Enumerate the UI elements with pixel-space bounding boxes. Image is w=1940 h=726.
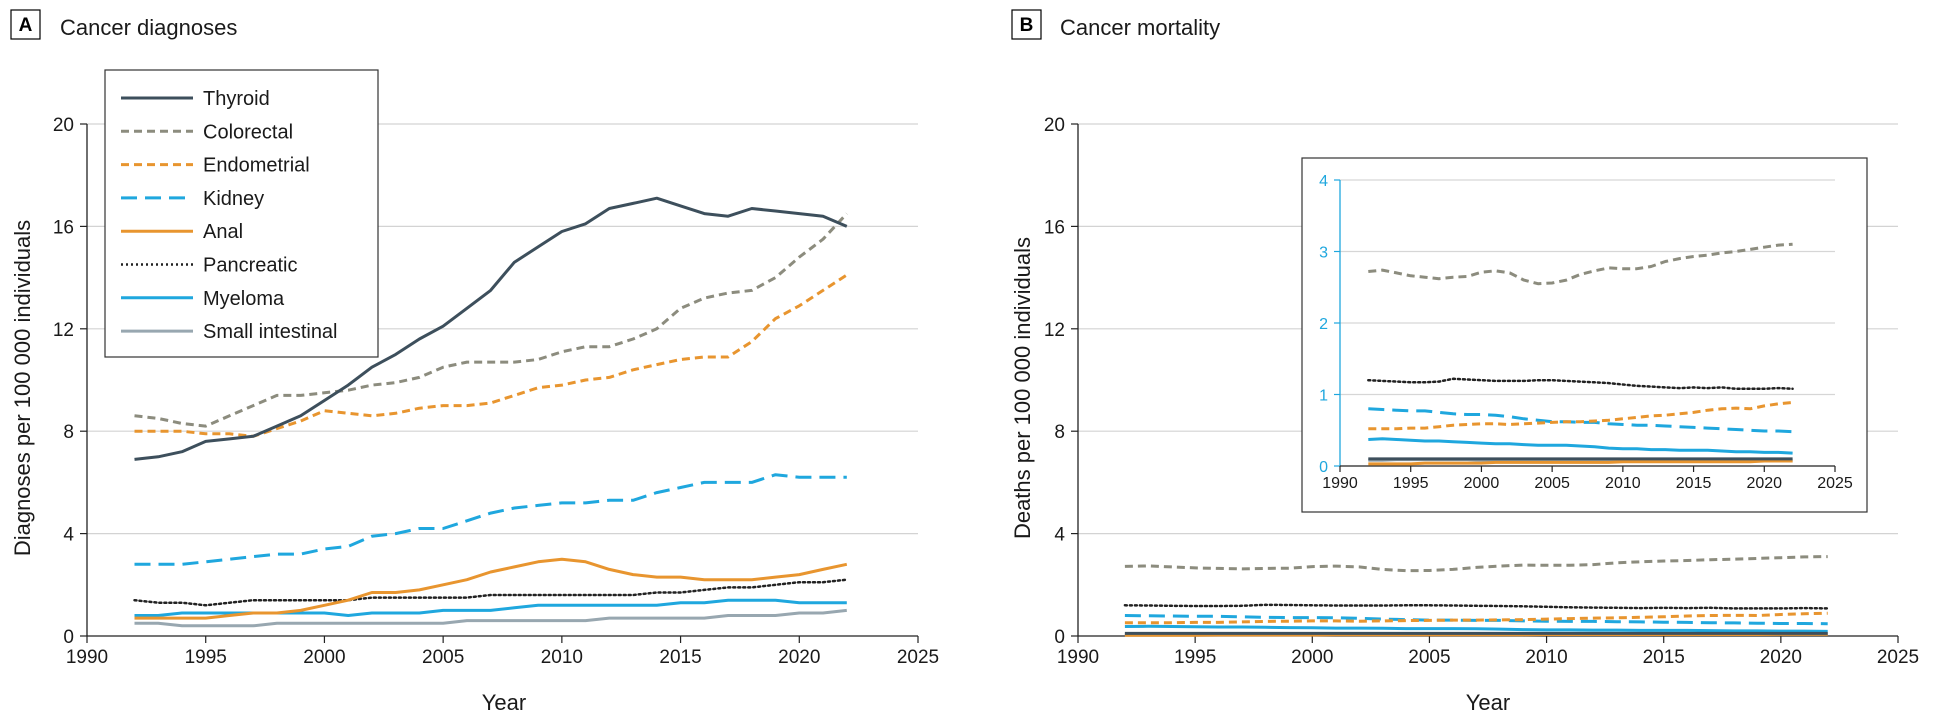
panel-b-y-axis-title: Deaths per 100 000 individuals <box>1010 237 1035 539</box>
panel-a-x-tick-label: 1990 <box>66 647 108 668</box>
legend-label-thyroid: Thyroid <box>203 88 270 110</box>
panel-b-x-axis-title: Year <box>1466 690 1510 715</box>
panel-a-y-tick-label: 8 <box>63 422 74 443</box>
panel-a-x-tick-label: 2020 <box>778 647 820 668</box>
panel-b-x-tick-label: 2015 <box>1643 647 1685 668</box>
panel-a-series-anal <box>134 557 848 620</box>
legend-label-anal: Anal <box>203 221 243 243</box>
inset-y-tick-label: 1 <box>1319 388 1328 405</box>
panel-a-y-tick-label: 0 <box>63 627 74 648</box>
panel-b-y-tick-label: 12 <box>1044 320 1065 341</box>
panel-b-series-pancreatic <box>1123 603 1829 610</box>
panel-a-letter: A <box>19 15 33 36</box>
panel-a-y-tick-label: 12 <box>53 320 74 341</box>
panel-a-series-kidney <box>134 473 847 566</box>
panel-b-x-tick-label: 1995 <box>1174 647 1216 668</box>
inset-series <box>1367 242 1794 466</box>
panel-a-y-tick-label: 20 <box>53 115 74 136</box>
panel-a-series-pancreatic <box>133 578 849 607</box>
panel-b-y-tick-label: 0 <box>1054 627 1065 648</box>
legend-label-pancreatic: Pancreatic <box>203 255 298 277</box>
panel-b-inset: 0 1 2 3 4 1990 1995 2000 2005 2010 2015 2020 2025 <box>1301 157 1868 513</box>
panel-b-series-colorectal <box>1124 555 1828 573</box>
panel-a-x-axis-title: Year <box>482 690 526 715</box>
panel-a-series-thyroid <box>134 196 848 461</box>
legend-label-colorectal: Colorectal <box>203 121 293 143</box>
inset-x-tick-label: 2020 <box>1746 475 1782 492</box>
panel-b-series-myeloma <box>1124 624 1828 633</box>
panel-a-x-tick-label: 2025 <box>897 647 939 668</box>
inset-series-colorectal <box>1368 242 1793 286</box>
legend-box <box>104 69 379 358</box>
panel-b-x-tick-label: 2010 <box>1525 647 1567 668</box>
inset-series-anal <box>1368 459 1793 466</box>
panel-a-x-tick-label: 2005 <box>422 647 464 668</box>
inset-x-tick-label: 2010 <box>1605 475 1641 492</box>
inset-x-tick-label: 2015 <box>1676 475 1712 492</box>
panel-b-letter-box <box>1011 9 1042 40</box>
panel-b-y-tick-label: 4 <box>1054 525 1065 546</box>
inset-x-tick-label: 2000 <box>1464 475 1500 492</box>
panel-a-y-axis-title: Diagnoses per 100 000 individuals <box>10 220 35 556</box>
panel-b-y-tick-label: 20 <box>1044 115 1065 136</box>
panel-b-x-tick-label: 2000 <box>1291 647 1333 668</box>
panel-a-title: Cancer diagnoses <box>60 15 237 40</box>
panel-a-y-tick-label: 4 <box>63 525 74 546</box>
panel-b-header: B Cancer mortality <box>1011 9 1220 40</box>
inset-axes: 0 1 2 3 4 1990 1995 2000 2005 2010 2015 2020 2025 <box>1319 173 1853 492</box>
inset-x-tick-label: 2025 <box>1817 475 1853 492</box>
panel-a-axes: 0 4 8 12 16 20 1990 1995 2000 2005 2010 2015 2020 202… <box>53 115 939 668</box>
legend-label-small-intestinal: Small intestinal <box>203 321 338 343</box>
inset-y-tick-label: 2 <box>1319 316 1328 333</box>
panel-b-letter: B <box>1020 15 1034 36</box>
panel-a-legend: Thyroid Colorectal Endometrial Kidney Anal Pa… <box>104 69 379 358</box>
inset-gridlines <box>1340 179 1835 396</box>
panel-b-series <box>1123 555 1829 637</box>
inset-x-tick-label: 1995 <box>1393 475 1429 492</box>
panel-b-series-endometrial <box>1124 611 1828 625</box>
panel-a-x-tick-label: 2015 <box>659 647 701 668</box>
panel-b-x-tick-label: 1990 <box>1057 647 1099 668</box>
panel-b-title: Cancer mortality <box>1060 15 1220 40</box>
panel-b-y-tick-label: 8 <box>1054 422 1065 443</box>
legend-label-kidney: Kidney <box>203 188 264 210</box>
panel-b-x-tick-label: 2020 <box>1760 647 1802 668</box>
panel-a-series-small-intestinal <box>134 608 847 628</box>
legend-label-endometrial: Endometrial <box>203 155 310 177</box>
panel-a-header: A Cancer diagnoses <box>10 9 237 40</box>
panel-a-y-tick-label: 16 <box>53 217 74 238</box>
legend-label-myeloma: Myeloma <box>203 288 285 310</box>
panel-b-y-tick-label: 16 <box>1044 217 1065 238</box>
inset-x-tick-label: 1990 <box>1322 475 1358 492</box>
inset-series-pancreatic <box>1367 377 1794 391</box>
panel-a-x-tick-label: 1995 <box>185 647 227 668</box>
panel-a-letter-box <box>10 9 41 40</box>
panel-a-series-colorectal <box>134 212 848 428</box>
panel-a-chart: 0 4 8 12 16 20 1990 1995 2000 2005 2010 2015 2020 202… <box>10 69 939 715</box>
inset-y-tick-label: 0 <box>1319 459 1328 476</box>
inset-y-tick-label: 3 <box>1319 245 1328 262</box>
inset-series-endometrial <box>1368 400 1793 431</box>
panel-a-x-tick-label: 2010 <box>541 647 583 668</box>
inset-series-myeloma <box>1368 437 1793 455</box>
panel-b-x-tick-label: 2005 <box>1408 647 1450 668</box>
panel-a-series <box>133 196 849 628</box>
inset-y-tick-label: 4 <box>1319 173 1328 190</box>
panel-b-x-tick-label: 2025 <box>1877 647 1919 668</box>
inset-x-tick-label: 2005 <box>1534 475 1570 492</box>
panel-a-x-tick-label: 2000 <box>303 647 345 668</box>
